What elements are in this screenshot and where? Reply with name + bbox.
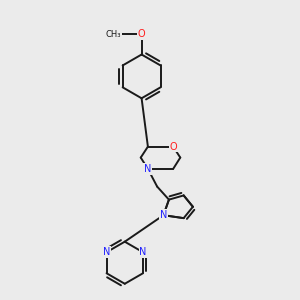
Text: O: O	[138, 29, 146, 39]
Text: N: N	[144, 164, 152, 174]
Text: N: N	[160, 210, 167, 220]
Text: N: N	[139, 247, 147, 257]
Text: O: O	[169, 142, 177, 152]
Text: N: N	[103, 247, 110, 257]
Text: CH₃: CH₃	[106, 30, 122, 39]
